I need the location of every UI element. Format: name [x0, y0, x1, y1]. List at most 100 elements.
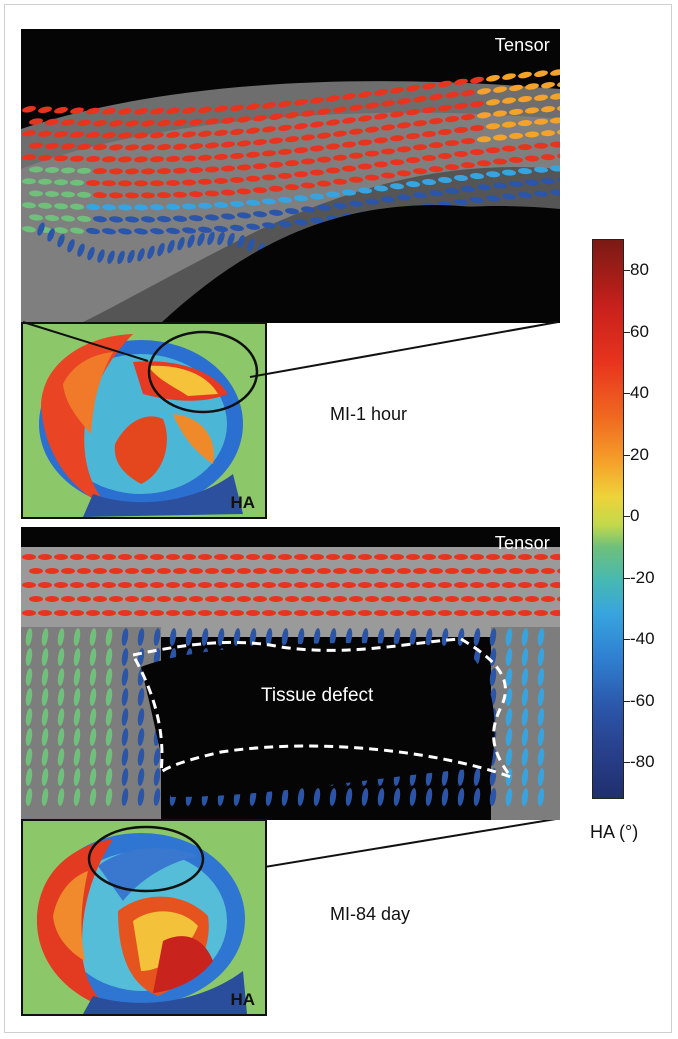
tensor-glyph — [57, 628, 65, 646]
tensor-glyph — [326, 191, 340, 198]
tensor-glyph — [550, 69, 560, 76]
top-tensor-label: Tensor — [494, 35, 550, 55]
top-ha-map-visual — [39, 330, 259, 517]
tensor-glyph — [438, 128, 452, 136]
tensor-glyph — [118, 108, 132, 115]
tensor-glyph — [57, 648, 65, 666]
tensor-glyph — [166, 155, 180, 162]
tensor-glyph — [326, 143, 340, 150]
tensor-glyph — [73, 648, 81, 666]
tensor-glyph — [189, 191, 203, 198]
tensor-glyph — [70, 554, 84, 560]
tensor-glyph — [29, 568, 43, 574]
tensor-glyph — [118, 554, 132, 560]
tensor-glyph — [326, 582, 340, 588]
tensor-glyph — [518, 554, 532, 560]
tensor-glyph — [365, 150, 379, 157]
tensor-glyph — [262, 582, 276, 588]
tensor-glyph — [214, 201, 228, 208]
tensor-glyph — [134, 228, 148, 235]
tensor-glyph — [29, 142, 43, 149]
tensor-glyph — [342, 165, 356, 172]
tensor-glyph — [121, 668, 129, 686]
tensor-glyph — [541, 106, 555, 113]
tensor-glyph — [534, 70, 548, 77]
tensor-glyph — [445, 116, 459, 123]
colorbar-tick-label: 20 — [630, 444, 649, 464]
tensor-glyph — [406, 554, 420, 560]
tensor-glyph — [278, 124, 292, 132]
tensor-glyph — [25, 708, 33, 726]
tensor-glyph — [73, 768, 81, 786]
tensor-glyph — [73, 728, 81, 746]
tensor-glyph — [173, 596, 187, 602]
tensor-glyph — [278, 220, 292, 228]
tensor-glyph — [454, 126, 468, 134]
tensor-glyph — [265, 788, 273, 806]
tensor-glyph — [281, 788, 289, 806]
tensor-glyph — [105, 628, 113, 646]
bottom-tensor-image: Tensor Tissue defect — [21, 527, 560, 820]
tensor-glyph — [429, 118, 443, 125]
tensor-glyph — [413, 168, 427, 175]
tensor-glyph — [470, 100, 484, 108]
tensor-glyph — [25, 768, 33, 786]
tensor-glyph — [541, 568, 555, 574]
tensor-glyph — [41, 628, 49, 646]
tensor-glyph — [125, 568, 139, 574]
tensor-glyph — [297, 628, 305, 646]
tensor-glyph — [525, 131, 539, 138]
tensor-glyph — [185, 628, 193, 646]
tensor-glyph — [86, 156, 100, 163]
tensor-glyph — [77, 596, 91, 602]
tensor-glyph — [125, 192, 139, 199]
tensor-glyph — [525, 179, 539, 186]
tensor-glyph — [54, 106, 68, 114]
tensor-glyph — [505, 668, 513, 686]
tensor-glyph — [93, 568, 107, 574]
tensor-glyph — [22, 105, 36, 113]
tensor-glyph — [177, 237, 185, 251]
tensor-glyph — [45, 142, 59, 150]
tensor-glyph — [521, 708, 529, 726]
tensor-glyph — [121, 628, 129, 646]
tensor-glyph — [317, 596, 331, 602]
tensor-glyph — [381, 196, 395, 203]
tensor-glyph — [550, 582, 560, 588]
tensor-glyph — [77, 568, 91, 574]
tensor-glyph — [22, 130, 36, 137]
tensor-glyph — [137, 788, 145, 806]
tensor-glyph — [41, 788, 49, 806]
tensor-glyph — [294, 610, 308, 616]
tensor-glyph — [454, 582, 468, 588]
tensor-glyph — [537, 708, 545, 726]
tensor-glyph — [38, 106, 52, 114]
tensor-glyph — [390, 554, 404, 560]
tensor-glyph — [221, 189, 235, 196]
tensor-glyph — [182, 582, 196, 588]
tensor-glyph — [253, 114, 267, 122]
tensor-glyph — [390, 111, 404, 118]
tensor-glyph — [413, 596, 427, 602]
tensor-glyph — [45, 214, 59, 222]
tensor-glyph — [89, 708, 97, 726]
tensor-glyph — [317, 204, 331, 211]
tensor-glyph — [317, 180, 331, 187]
tensor-glyph — [29, 118, 43, 125]
tensor-glyph — [125, 144, 139, 151]
tensor-glyph — [230, 224, 244, 232]
tensor-glyph — [121, 748, 129, 766]
bottom-ha-label: HA — [230, 990, 255, 1009]
tensor-glyph — [237, 164, 251, 171]
tensor-glyph — [486, 195, 500, 202]
tensor-glyph — [521, 688, 529, 706]
tensor-glyph — [454, 102, 468, 110]
tensor-glyph — [301, 568, 315, 574]
tensor-glyph — [342, 141, 356, 148]
tensor-glyph — [102, 108, 116, 115]
tensor-glyph — [77, 167, 91, 174]
tensor-glyph — [461, 138, 475, 145]
tensor-glyph — [87, 246, 95, 261]
tensor-glyph — [237, 212, 251, 219]
tensor-glyph — [86, 107, 100, 115]
